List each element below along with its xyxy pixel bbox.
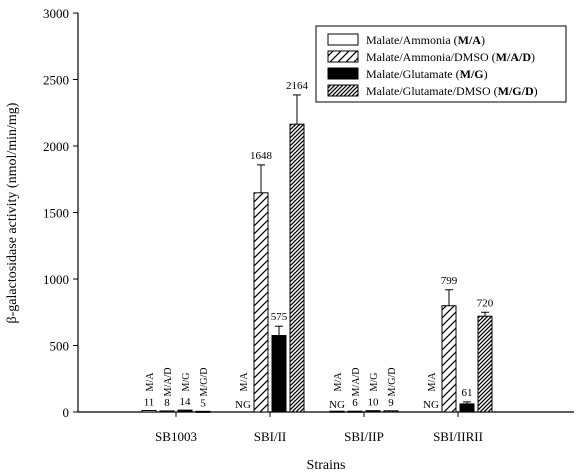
- condition-label: M/A/D: [163, 368, 174, 397]
- data-label: 10: [368, 397, 380, 409]
- x-tick-label: SBI/II: [254, 429, 287, 444]
- condition-label: M/G/D: [199, 368, 210, 397]
- bar-mad: [441, 305, 457, 413]
- bar-mgd: [383, 410, 399, 413]
- bar-mgd: [289, 123, 305, 413]
- y-axis: 0 500 1000 1500 2000 2500 3000: [43, 6, 78, 420]
- y-tick-label: 2500: [43, 73, 69, 88]
- data-label: 1648: [250, 150, 273, 162]
- x-tick-label: SBI/IIRII: [433, 429, 483, 444]
- y-axis-title: β-galactosidase activity (nmol/min/mg): [5, 102, 20, 323]
- bar-mg: [365, 410, 381, 413]
- condition-label: M/A: [333, 372, 344, 392]
- legend-swatch: [327, 33, 359, 46]
- legend-entry: Malate/Ammonia (M/A): [366, 33, 485, 47]
- data-label: 9: [388, 397, 394, 409]
- bar-mgd: [477, 315, 493, 413]
- legend-entry: Malate/Glutamate (M/G): [366, 67, 488, 81]
- annotations-group: 11M/A8M/A/D14M/G5M/G/DNGM/A16485752164NG…: [144, 80, 494, 411]
- bar-ma: [141, 410, 157, 413]
- condition-label: M/A/D: [351, 368, 362, 397]
- data-label: 14: [180, 396, 192, 408]
- y-tick-label: 3000: [43, 6, 69, 21]
- x-axis: SB1003 SBI/II SBI/IIP SBI/IIRII: [155, 412, 483, 444]
- legend-swatch: [327, 84, 359, 97]
- y-tick-label: 1000: [43, 272, 69, 287]
- data-label: 11: [144, 397, 155, 409]
- condition-label: M/G: [369, 373, 380, 392]
- bar-mg: [459, 403, 475, 413]
- bar-ma: [329, 410, 345, 413]
- data-label: 61: [462, 387, 473, 399]
- data-label: 5: [200, 397, 206, 409]
- condition-label: M/G/D: [387, 368, 398, 397]
- legend-entry: Malate/Ammonia/DMSO (M/A/D): [366, 50, 535, 64]
- bar-mgd: [195, 410, 211, 413]
- y-tick-label: 1500: [43, 206, 69, 221]
- legend-swatch: [327, 67, 359, 80]
- data-label: 2164: [286, 80, 309, 92]
- data-label: 720: [477, 297, 494, 309]
- no-growth-label: NG: [423, 399, 439, 411]
- data-label: 6: [352, 397, 358, 409]
- condition-label: M/G: [181, 373, 192, 392]
- no-growth-label: NG: [329, 399, 345, 411]
- data-label: 575: [271, 311, 288, 323]
- x-tick-label: SBI/IIP: [344, 429, 384, 444]
- legend: Malate/Ammonia (M/A) Malate/Ammonia/DMSO …: [315, 25, 567, 103]
- bar-mad: [159, 410, 175, 413]
- bars-group: [141, 94, 493, 413]
- y-tick-label: 0: [63, 405, 70, 420]
- x-tick-label: SB1003: [155, 429, 197, 444]
- x-axis-title: Strains: [307, 458, 346, 473]
- bar-mg: [177, 409, 193, 413]
- data-label: 8: [164, 397, 170, 409]
- bar-mg: [271, 335, 287, 413]
- bar-mad: [347, 410, 363, 413]
- y-tick-label: 500: [50, 339, 70, 354]
- bar-mad: [253, 192, 269, 413]
- condition-label: M/A: [145, 372, 156, 392]
- legend-entry: Malate/Glutamate/DMSO (M/G/D): [366, 84, 538, 98]
- no-growth-label: NG: [235, 399, 251, 411]
- legend-swatch: [327, 50, 359, 63]
- condition-label: M/A: [239, 372, 250, 392]
- condition-label: M/A: [427, 372, 438, 392]
- data-label: 799: [441, 275, 458, 287]
- y-tick-label: 2000: [43, 139, 69, 154]
